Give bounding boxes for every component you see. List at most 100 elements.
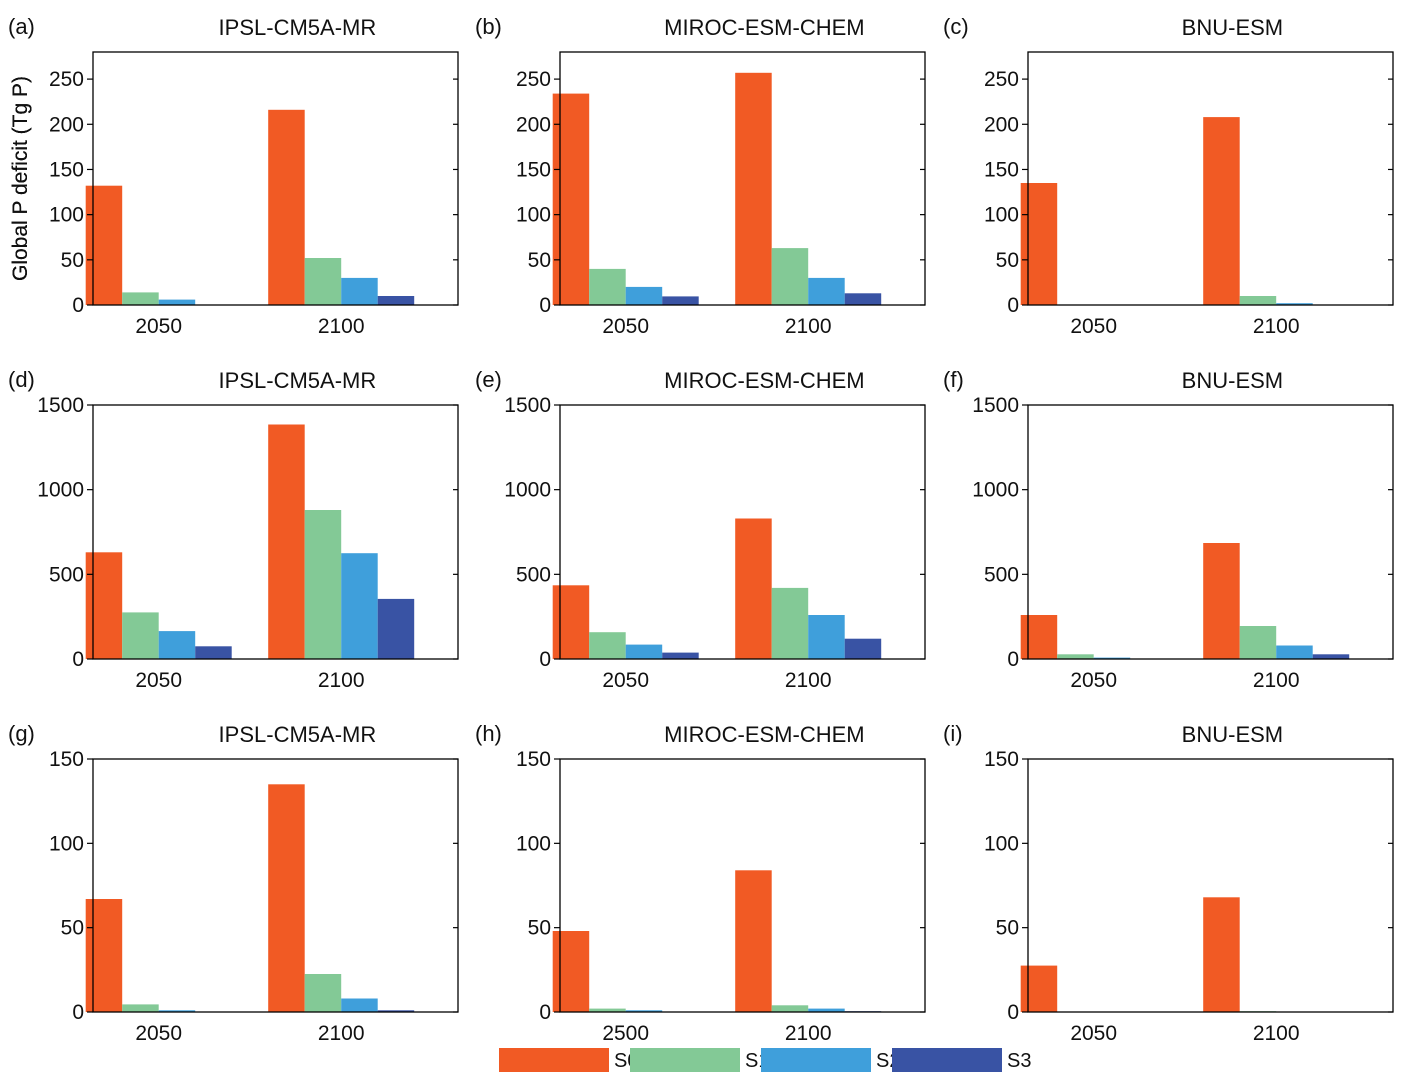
ytick-label-7-250: 250 [984, 68, 1019, 91]
bar-1-S3-2100 [377, 296, 415, 305]
bar-6-S1-2500 [589, 1008, 626, 1012]
xtick-label-6-1: 2100 [785, 1022, 832, 1045]
bar-5-S1-2100 [771, 587, 809, 659]
bar-3-S2-2100 [341, 998, 378, 1012]
bar-4-S3-2050 [662, 296, 699, 305]
bar-3-S3-2100 [377, 1010, 415, 1012]
ytick-label-9-100: 100 [984, 832, 1019, 855]
panel-letter-7: (c) [943, 14, 969, 39]
bar-4-S2-2050 [625, 286, 663, 305]
xtick-label-8-0: 2050 [1070, 669, 1117, 692]
bar-2-S3-2100 [377, 598, 415, 659]
bar-8-S2-2100 [1276, 645, 1313, 659]
bar-7-S0-2100 [1203, 117, 1240, 305]
ytick-label-4-0: 0 [539, 294, 551, 317]
plot-frame-6 [559, 758, 926, 1013]
panel-title-3: IPSL-CM5A-MR [219, 722, 377, 747]
xtick-label-5-0: 2050 [602, 669, 649, 692]
bar-8-S2-2050 [1093, 657, 1131, 659]
xtick-label-1-0: 2050 [135, 315, 182, 338]
plot-frame-7 [1027, 51, 1394, 306]
bar-5-S0-2100 [735, 518, 772, 659]
ytick-label-3-0: 0 [72, 1001, 84, 1024]
xtick-label-4-0: 2050 [602, 315, 649, 338]
bar-8-S1-2100 [1239, 626, 1277, 659]
ytick-label-5-1000: 1000 [504, 479, 551, 502]
bar-8-S0-2050 [1020, 615, 1058, 659]
ytick-label-3-50: 50 [61, 917, 84, 940]
ytick-label-6-0: 0 [539, 1001, 551, 1024]
bar-1-S0-2050 [85, 185, 123, 305]
panel-letter-2: (d) [8, 367, 35, 392]
ytick-label-1-0: 0 [72, 294, 84, 317]
bar-5-S2-2100 [808, 615, 845, 659]
plot-frame-3 [92, 758, 459, 1013]
bar-9-S0-2050 [1020, 965, 1058, 1012]
xtick-label-4-1: 2100 [785, 315, 832, 338]
bar-7-S2-2100 [1276, 303, 1313, 305]
plot-frame-9 [1027, 758, 1394, 1013]
panel-letter-5: (e) [475, 367, 502, 392]
xtick-label-5-1: 2100 [785, 669, 832, 692]
bar-9-S0-2100 [1203, 897, 1240, 1012]
xtick-label-3-1: 2100 [318, 1022, 365, 1045]
bar-1-S0-2100 [268, 109, 305, 305]
bar-3-S1-2050 [122, 1004, 159, 1012]
xtick-label-9-0: 2050 [1070, 1022, 1117, 1045]
panel-title-5: MIROC-ESM-CHEM [664, 368, 864, 393]
xtick-label-3-0: 2050 [135, 1022, 182, 1045]
panel-title-7: BNU-ESM [1182, 15, 1283, 40]
ytick-label-9-50: 50 [996, 917, 1019, 940]
panel-title-4: MIROC-ESM-CHEM [664, 15, 864, 40]
bar-1-S1-2050 [122, 292, 159, 305]
bar-5-S0-2050 [552, 585, 590, 659]
bar-1-S1-2100 [304, 258, 342, 305]
ytick-label-7-100: 100 [984, 204, 1019, 227]
bar-2-S3-2050 [195, 646, 232, 659]
ytick-label-4-250: 250 [516, 68, 551, 91]
ytick-label-6-100: 100 [516, 832, 551, 855]
xtick-label-2-1: 2100 [318, 669, 365, 692]
bar-3-S0-2050 [85, 899, 123, 1012]
bar-3-S2-2050 [158, 1010, 196, 1012]
bar-1-S2-2100 [341, 277, 378, 305]
ytick-label-5-0: 0 [539, 648, 551, 671]
panel-letter-9: (i) [943, 721, 963, 746]
panel-letter-4: (b) [475, 14, 502, 39]
legend-swatch-S1 [630, 1048, 740, 1072]
xtick-label-6-0: 2500 [602, 1022, 649, 1045]
xtick-label-8-1: 2100 [1253, 669, 1300, 692]
panel-letter-3: (g) [8, 721, 35, 746]
xtick-label-9-1: 2100 [1253, 1022, 1300, 1045]
xtick-label-2-0: 2050 [135, 669, 182, 692]
xtick-label-1-1: 2100 [318, 315, 365, 338]
legend-label-S3: S3 [1007, 1050, 1031, 1072]
bar-8-S0-2100 [1203, 543, 1240, 659]
panel-title-6: MIROC-ESM-CHEM [664, 722, 864, 747]
ytick-label-4-200: 200 [516, 113, 551, 136]
ytick-label-3-100: 100 [49, 832, 84, 855]
panel-letter-6: (h) [475, 721, 502, 746]
ytick-label-4-150: 150 [516, 158, 551, 181]
bar-2-S1-2100 [304, 510, 342, 659]
bar-4-S2-2100 [808, 277, 845, 305]
plot-frame-4 [559, 51, 926, 306]
bar-4-S3-2100 [844, 293, 882, 305]
bar-2-S0-2100 [268, 424, 305, 659]
bar-6-S0-2100 [735, 870, 772, 1012]
plot-frame-8 [1027, 404, 1394, 660]
legend-swatch-S2 [761, 1048, 871, 1072]
xtick-label-7-0: 2050 [1070, 315, 1117, 338]
panel-letter-1: (a) [8, 14, 35, 39]
ytick-label-2-500: 500 [49, 563, 84, 586]
bar-3-S1-2100 [304, 974, 342, 1012]
ytick-label-2-0: 0 [72, 648, 84, 671]
ytick-label-4-100: 100 [516, 204, 551, 227]
bar-2-S2-2100 [341, 553, 378, 659]
ytick-label-7-150: 150 [984, 158, 1019, 181]
ytick-label-5-1500: 1500 [504, 394, 551, 417]
bar-5-S1-2050 [589, 632, 626, 659]
ylabel-1: Global P deficit (Tg P) [9, 76, 32, 281]
bar-8-S3-2100 [1312, 654, 1350, 659]
